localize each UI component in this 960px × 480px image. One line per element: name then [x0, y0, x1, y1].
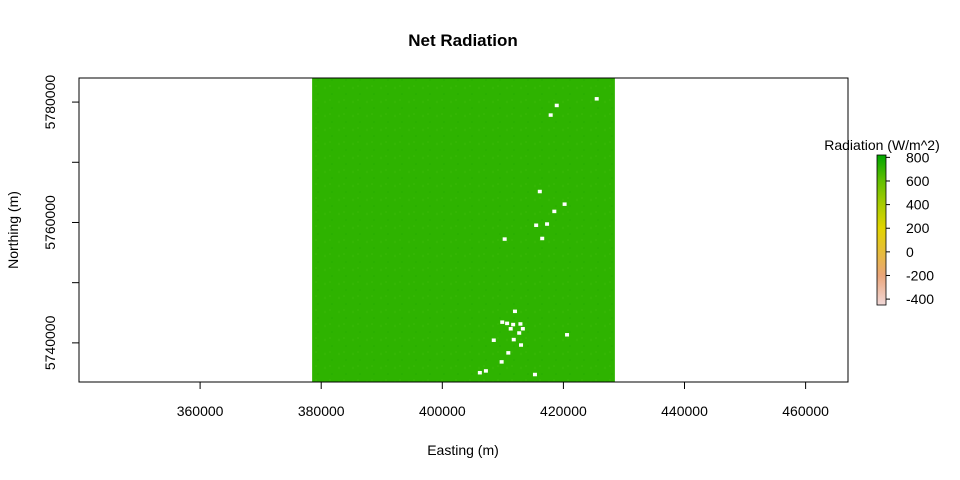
x-axis: 360000 380000 400000 420000 440000 460000 [177, 382, 829, 419]
nodata-patch [511, 337, 516, 342]
x-tick-label: 440000 [661, 403, 708, 419]
y-tick-label: 5780000 [42, 75, 58, 130]
y-axis: 5740000 5760000 5780000 [42, 75, 79, 370]
legend-tick-label: 600 [906, 173, 930, 189]
nodata-patch [506, 351, 511, 355]
legend: Radiation (W/m^2) -400 -200 0 200 400 600 800 [824, 137, 940, 307]
plot-frame [78, 77, 849, 383]
nodata-patch [520, 327, 525, 331]
nodata-patch [505, 321, 510, 326]
nodata-patch [565, 333, 570, 337]
y-tick-label: 5740000 [42, 315, 58, 370]
nodata-patch [562, 202, 567, 206]
y-axis-label: Northing (m) [5, 191, 21, 269]
nodata-patch [512, 309, 517, 314]
x-tick-label: 380000 [298, 403, 345, 419]
legend-tick-label: 400 [906, 197, 930, 213]
nodata-patch [534, 223, 539, 227]
nodata-patch [554, 103, 559, 108]
nodata-patch [594, 97, 599, 101]
nodata-patch [548, 113, 553, 117]
nodata-patch [508, 327, 513, 331]
legend-tick-label: -200 [906, 267, 934, 283]
nodata-patch [511, 322, 516, 327]
nodata-patch [545, 222, 550, 226]
nodata-patch [499, 360, 504, 364]
legend-tick-label: 800 [906, 149, 930, 165]
nodata-patch [540, 236, 545, 241]
y-tick-label: 5760000 [42, 195, 58, 250]
nodata-patch [491, 338, 496, 342]
nodata-patches [477, 97, 599, 377]
raster-image [312, 78, 615, 382]
nodata-patch [537, 189, 542, 194]
raster-layer [312, 78, 615, 382]
nodata-patch [483, 369, 488, 373]
legend-tick-label: 200 [906, 220, 930, 236]
nodata-patch [532, 372, 537, 377]
nodata-patch [502, 237, 507, 241]
legend-colorbar [876, 154, 887, 306]
nodata-patch [552, 209, 557, 214]
x-tick-label: 360000 [177, 403, 224, 419]
nodata-patch [519, 343, 524, 347]
x-tick-label: 460000 [782, 403, 829, 419]
legend-tick-label: 0 [906, 244, 914, 260]
nodata-patch [477, 370, 482, 375]
x-axis-label: Easting (m) [427, 442, 499, 458]
nodata-patch [518, 322, 523, 326]
chart-title: Net Radiation [408, 31, 518, 50]
legend-tick-label: -400 [906, 291, 934, 307]
nodata-patch [500, 320, 505, 324]
legend-title: Radiation (W/m^2) [824, 137, 940, 153]
x-tick-label: 400000 [419, 403, 466, 419]
nodata-patch [517, 331, 522, 335]
x-tick-label: 420000 [540, 403, 587, 419]
legend-ticks: -400 -200 0 200 400 600 800 [886, 149, 934, 307]
